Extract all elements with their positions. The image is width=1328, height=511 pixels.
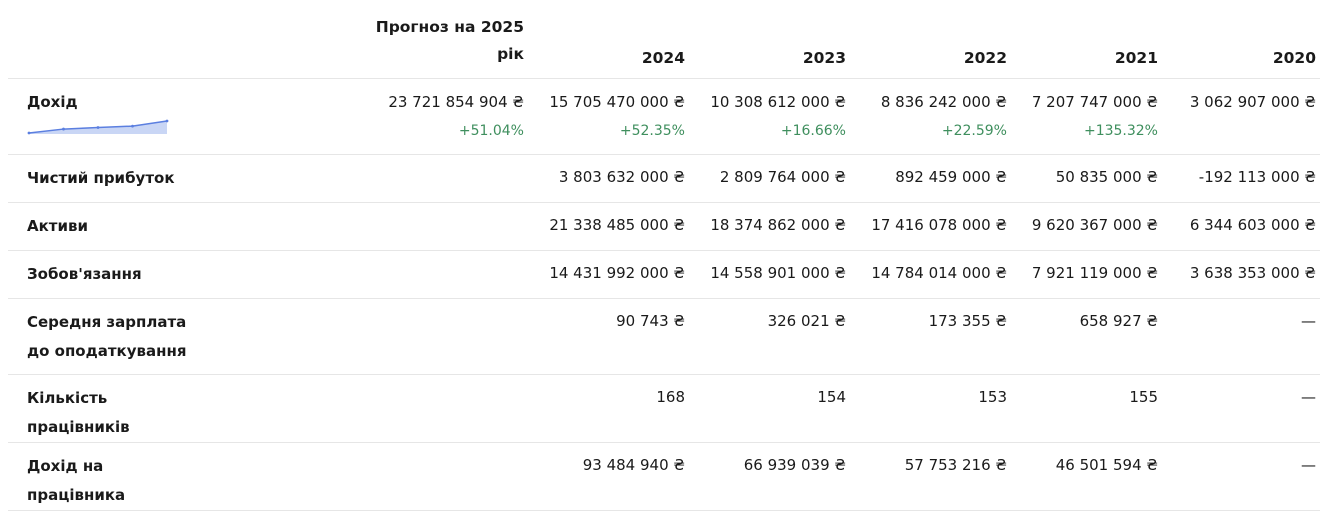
value-cell: 66 939 039 ₴ [689,442,850,511]
header-year: 2024 [528,0,689,79]
value-cell: 168 [528,374,689,443]
table-row-assets: Активи 21 338 485 000 ₴ 18 374 862 000 ₴… [8,202,1320,251]
value-cell: 9 620 367 000 ₴ [1011,202,1162,251]
forecast-cell [210,202,528,251]
sparkline-area [29,121,167,134]
financial-indicators-table: Прогноз на 2025 рік 2024 2023 2022 2021 … [8,0,1320,511]
value-cell: — [1162,442,1320,511]
row-label: Середня зарплата до оподаткування [8,298,210,375]
table-row-net-profit: Чистий прибуток 3 803 632 000 ₴ 2 809 76… [8,154,1320,203]
change-percent: +51.04% [458,123,524,139]
cell-value: 15 705 470 000 ₴ [549,93,685,111]
cell-value: 3 062 907 000 ₴ [1189,93,1316,111]
row-label: Активи [8,202,210,251]
row-label: Кількість працівників [8,374,210,443]
cell-value: 10 308 612 000 ₴ [710,93,846,111]
value-cell: 153 [850,374,1011,443]
header-forecast-line1: Прогноз на 2025 [375,18,524,36]
forecast-cell: 23 721 854 904 ₴ +51.04% [210,78,528,155]
header-year: 2021 [1011,0,1162,79]
value-cell: 18 374 862 000 ₴ [689,202,850,251]
value-cell: 21 338 485 000 ₴ [528,202,689,251]
cell-value: 8 836 242 000 ₴ [880,93,1007,111]
forecast-value: 23 721 854 904 ₴ [388,93,524,111]
value-cell: 14 784 014 000 ₴ [850,250,1011,299]
value-cell: 50 835 000 ₴ [1011,154,1162,203]
header-forecast-2025: Прогноз на 2025 рік [210,0,528,79]
value-cell: 90 743 ₴ [528,298,689,375]
value-cell: -192 113 000 ₴ [1162,154,1320,203]
forecast-cell [210,250,528,299]
value-cell: 7 207 747 000 ₴ +135.32% [1011,78,1162,155]
row-label-cell: Дохід [8,78,210,155]
value-cell: 17 416 078 000 ₴ [850,202,1011,251]
value-cell: 14 558 901 000 ₴ [689,250,850,299]
header-year: 2022 [850,0,1011,79]
table-row-income: Дохід 23 721 854 904 ₴ +51.04% 15 705 47… [8,78,1320,155]
value-cell: 154 [689,374,850,443]
change-percent: +16.66% [780,123,846,139]
value-cell: 892 459 000 ₴ [850,154,1011,203]
value-cell: 173 355 ₴ [850,298,1011,375]
header-forecast-line2: рік [497,45,524,63]
row-label: Чистий прибуток [8,154,210,203]
value-cell: 3 803 632 000 ₴ [528,154,689,203]
value-cell: 3 062 907 000 ₴ [1162,78,1320,155]
value-cell: 46 501 594 ₴ [1011,442,1162,511]
table-row-employee-count: Кількість працівників 168 154 153 155 — [8,374,1320,443]
income-trend-sparkline-icon [27,119,169,135]
value-cell: — [1162,374,1320,443]
value-cell: 8 836 242 000 ₴ +22.59% [850,78,1011,155]
value-cell: — [1162,298,1320,375]
header-year: 2020 [1162,0,1320,79]
change-percent: +135.32% [1083,123,1158,139]
forecast-cell [210,442,528,511]
value-cell: 10 308 612 000 ₴ +16.66% [689,78,850,155]
header-year: 2023 [689,0,850,79]
row-label: Дохід [27,93,78,111]
sparkline-point [27,131,31,135]
row-label: Дохід на працівника [8,442,210,511]
change-percent: +52.35% [619,123,685,139]
header-label-cell [8,0,210,79]
sparkline-point [131,124,134,128]
value-cell: 57 753 216 ₴ [850,442,1011,511]
cell-value: 7 207 747 000 ₴ [1031,93,1158,111]
value-cell: 14 431 992 000 ₴ [528,250,689,299]
table-header-row: Прогноз на 2025 рік 2024 2023 2022 2021 … [8,0,1320,79]
value-cell: 7 921 119 000 ₴ [1011,250,1162,299]
value-cell: 15 705 470 000 ₴ +52.35% [528,78,689,155]
value-cell: 326 021 ₴ [689,298,850,375]
value-cell: 93 484 940 ₴ [528,442,689,511]
sparkline-point [165,119,169,123]
table-row-average-salary: Середня зарплата до оподаткування 90 743… [8,298,1320,375]
row-label: Зобов'язання [8,250,210,299]
table-row-income-per-employee: Дохід на працівника 93 484 940 ₴ 66 939 … [8,442,1320,511]
change-percent: +22.59% [941,123,1007,139]
financial-table-container: Прогноз на 2025 рік 2024 2023 2022 2021 … [8,0,1320,511]
forecast-cell [210,374,528,443]
value-cell: 2 809 764 000 ₴ [689,154,850,203]
sparkline-point [62,127,65,131]
forecast-cell [210,298,528,375]
value-cell: 6 344 603 000 ₴ [1162,202,1320,251]
sparkline-point [96,126,100,129]
value-cell: 658 927 ₴ [1011,298,1162,375]
value-cell: 3 638 353 000 ₴ [1162,250,1320,299]
table-row-liabilities: Зобов'язання 14 431 992 000 ₴ 14 558 901… [8,250,1320,299]
forecast-cell [210,154,528,203]
value-cell: 155 [1011,374,1162,443]
